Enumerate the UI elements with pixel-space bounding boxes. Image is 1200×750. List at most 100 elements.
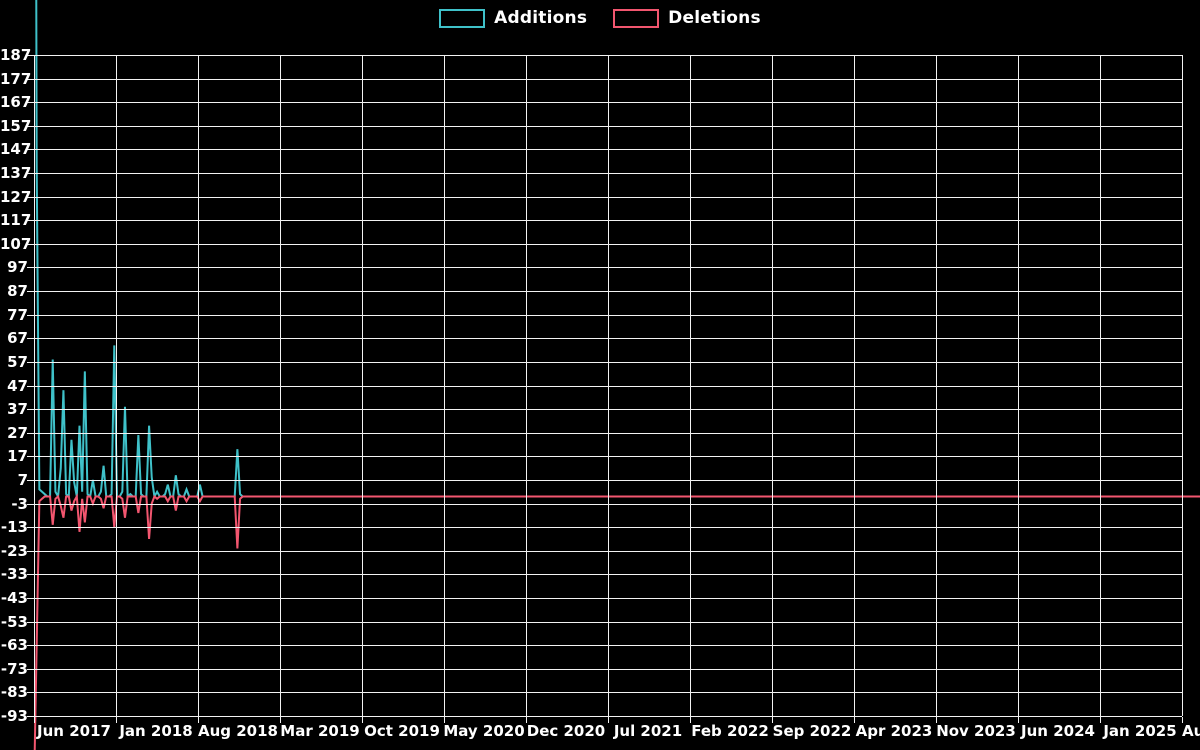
- y-tick-label: -63: [0, 636, 28, 654]
- y-tick-mark: [27, 456, 34, 457]
- y-tick-mark: [27, 362, 34, 363]
- x-tick-label: Jun 2024: [1021, 722, 1095, 740]
- y-tick-label: -93: [0, 707, 28, 725]
- y-tick-mark: [27, 598, 34, 599]
- x-tick-mark: [608, 717, 609, 723]
- y-tick-label: 137: [0, 164, 32, 182]
- y-tick-label: 27: [7, 424, 28, 442]
- y-tick-label: -53: [0, 613, 28, 631]
- plot-area: [33, 0, 1200, 750]
- y-tick-mark: [27, 197, 34, 198]
- x-tick-label: Jan 2018: [119, 722, 193, 740]
- y-tick-mark: [27, 244, 34, 245]
- x-tick-label: Jul 2021: [613, 722, 683, 740]
- y-tick-label: 87: [7, 282, 28, 300]
- y-tick-label: 77: [7, 306, 28, 324]
- grid-line-vertical: [1182, 55, 1183, 716]
- x-tick-mark: [1018, 717, 1019, 723]
- grid-line-vertical: [116, 55, 117, 716]
- y-tick-label: 107: [0, 235, 32, 253]
- grid-line-vertical: [854, 55, 855, 716]
- y-tick-mark: [27, 315, 34, 316]
- y-tick-label: 177: [0, 70, 32, 88]
- additions-line: [35, 0, 1200, 500]
- legend-item-deletions[interactable]: Deletions: [613, 7, 761, 28]
- y-tick-label: 127: [0, 188, 32, 206]
- x-tick-label: Mar 2019: [280, 722, 360, 740]
- series-paths: [33, 0, 1200, 750]
- grid-line-vertical: [1100, 55, 1101, 716]
- y-tick-label: 187: [0, 46, 32, 64]
- y-tick-label: -83: [0, 683, 28, 701]
- y-tick-mark: [27, 291, 34, 292]
- y-tick-mark: [27, 79, 34, 80]
- deletions-line: [33, 493, 1200, 750]
- x-tick-label: Apr 2023: [855, 722, 933, 740]
- y-tick-mark: [27, 574, 34, 575]
- y-tick-mark: [27, 692, 34, 693]
- x-tick-label: Feb 2022: [691, 722, 769, 740]
- grid-line-vertical: [362, 55, 363, 716]
- legend-item-additions[interactable]: Additions: [439, 7, 588, 28]
- y-tick-label: 117: [0, 211, 32, 229]
- x-tick-mark: [1100, 717, 1101, 723]
- x-tick-mark: [444, 717, 445, 723]
- grid-line-horizontal: [34, 716, 1182, 717]
- x-tick-mark: [198, 717, 199, 723]
- y-tick-mark: [27, 55, 34, 56]
- y-tick-mark: [27, 527, 34, 528]
- y-tick-label: 97: [7, 258, 28, 276]
- legend-label-deletions: Deletions: [668, 7, 761, 28]
- grid-line-vertical: [444, 55, 445, 716]
- y-tick-mark: [27, 338, 34, 339]
- x-tick-mark: [362, 717, 363, 723]
- x-tick-label: Jun 2017: [37, 722, 111, 740]
- x-tick-mark: [116, 717, 117, 723]
- grid-line-vertical: [198, 55, 199, 716]
- legend-swatch-deletions-icon: [613, 8, 660, 28]
- y-tick-label: 37: [7, 400, 28, 418]
- x-tick-label: Nov 2023: [936, 722, 1016, 740]
- x-tick-mark: [280, 717, 281, 723]
- y-tick-label: 67: [7, 329, 28, 347]
- y-tick-mark: [27, 504, 34, 505]
- x-tick-mark: [772, 717, 773, 723]
- y-tick-mark: [27, 126, 34, 127]
- x-tick-label: Aug 2025: [1182, 722, 1200, 740]
- legend-swatch-additions-icon: [439, 8, 486, 28]
- y-tick-label: 7: [17, 471, 28, 489]
- y-tick-mark: [27, 645, 34, 646]
- grid-line-vertical: [280, 55, 281, 716]
- y-tick-label: 57: [7, 353, 28, 371]
- x-tick-mark: [526, 717, 527, 723]
- x-tick-label: Aug 2018: [198, 722, 278, 740]
- y-tick-mark: [27, 622, 34, 623]
- y-tick-mark: [27, 149, 34, 150]
- y-tick-label: 167: [0, 93, 32, 111]
- y-tick-mark: [27, 173, 34, 174]
- x-tick-label: Jan 2025: [1103, 722, 1177, 740]
- y-tick-mark: [27, 220, 34, 221]
- grid-line-vertical: [772, 55, 773, 716]
- x-tick-label: Dec 2020: [526, 722, 606, 740]
- y-tick-mark: [27, 433, 34, 434]
- x-tick-mark: [936, 717, 937, 723]
- grid-line-vertical: [526, 55, 527, 716]
- x-tick-mark: [1182, 717, 1183, 723]
- grid-line-vertical: [608, 55, 609, 716]
- y-tick-mark: [27, 386, 34, 387]
- y-tick-mark: [27, 669, 34, 670]
- x-tick-label: Oct 2019: [364, 722, 440, 740]
- y-tick-label: 17: [7, 447, 28, 465]
- y-tick-label: -73: [0, 660, 28, 678]
- y-tick-label: -33: [0, 565, 28, 583]
- y-tick-label: -23: [0, 542, 28, 560]
- grid-line-vertical: [1018, 55, 1019, 716]
- x-tick-label: May 2020: [443, 722, 525, 740]
- y-tick-mark: [27, 267, 34, 268]
- x-tick-label: Sep 2022: [772, 722, 852, 740]
- y-tick-label: -13: [0, 518, 28, 536]
- grid-line-vertical: [936, 55, 937, 716]
- legend-label-additions: Additions: [494, 7, 588, 28]
